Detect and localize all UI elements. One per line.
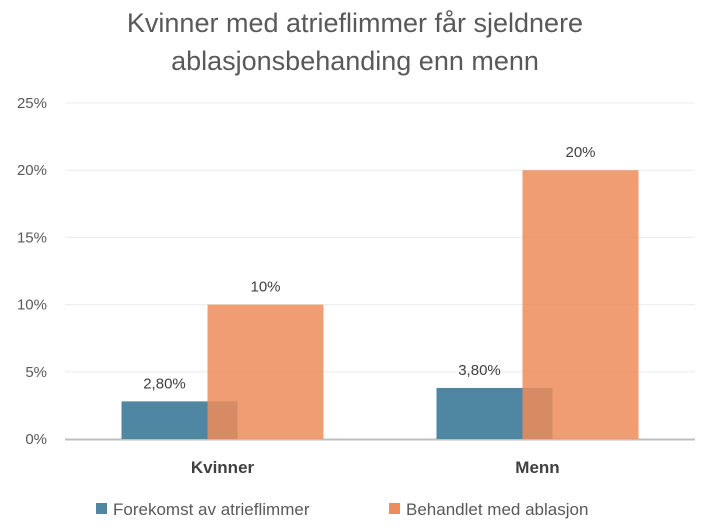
y-tick-label: 25% [17,95,47,112]
legend-label: Behandlet med ablasjon [406,500,588,519]
data-label: 10% [250,279,280,296]
chart-title-line-1: Kvinner med atrieflimmer får sjeldnere [127,8,583,38]
legend-swatch [389,503,400,514]
y-tick-label: 5% [25,364,47,381]
bar-ablasjon-menn [522,170,639,439]
legend-label: Forekomst av atrieflimmer [113,500,310,519]
x-category-label: Menn [515,458,559,477]
data-label: 20% [565,144,595,161]
y-tick-label: 20% [17,162,47,179]
y-tick-label: 10% [17,297,47,314]
chart-title-line-2: ablasjonsbehanding enn menn [171,46,539,76]
legend-swatch [96,503,107,514]
x-category-label: Kvinner [191,458,255,477]
y-tick-label: 15% [17,229,47,246]
bar-ablasjon-kvinner [207,304,324,439]
data-label: 2,80% [143,375,186,392]
data-label: 3,80% [458,362,501,379]
y-tick-label: 0% [25,431,47,448]
